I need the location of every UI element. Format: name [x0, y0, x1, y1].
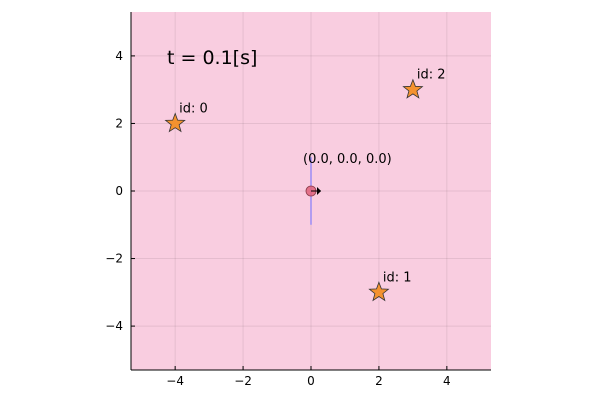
- x-tick-label: −2: [234, 374, 252, 388]
- y-tick-label: 4: [115, 49, 123, 63]
- landmark-label: id: 1: [383, 270, 412, 285]
- x-tick-label: −4: [166, 374, 184, 388]
- y-tick-label: −4: [105, 319, 123, 333]
- labels: (0.0, 0.0, 0.0) id: 0 id: 1 id: 2: [179, 68, 445, 286]
- y-tick-label: 0: [115, 184, 123, 198]
- landmark-star: [164, 112, 186, 133]
- landmark-label: id: 0: [179, 101, 208, 116]
- x-tick-label: 4: [443, 374, 451, 388]
- landmark-label: id: 2: [417, 68, 446, 83]
- robot-pose-label: (0.0, 0.0, 0.0): [303, 152, 392, 167]
- time-annotation: t = 0.1[s]: [167, 47, 257, 69]
- axes: −4 −2 0 2 4 −4 −2 0 2 4: [105, 12, 491, 388]
- landmarks: [164, 78, 424, 302]
- robot: [305, 185, 321, 197]
- robot-heading-arrow: [317, 187, 321, 195]
- x-tick-label: 0: [307, 374, 315, 388]
- x-tick-label: 2: [375, 374, 383, 388]
- landmark-star: [402, 78, 424, 99]
- y-tick-label: −2: [105, 252, 123, 266]
- landmark-star: [368, 281, 390, 302]
- y-tick-label: 2: [115, 116, 123, 130]
